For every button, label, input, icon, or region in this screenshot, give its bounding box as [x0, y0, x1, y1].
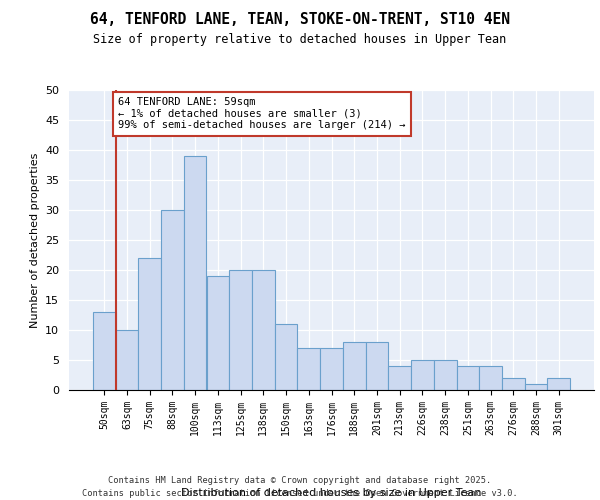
- Bar: [206, 276, 229, 390]
- Bar: [275, 324, 298, 390]
- Bar: [252, 270, 275, 390]
- Bar: [434, 360, 457, 390]
- Bar: [93, 312, 116, 390]
- Bar: [320, 348, 343, 390]
- X-axis label: Distribution of detached houses by size in Upper Tean: Distribution of detached houses by size …: [181, 488, 482, 498]
- Bar: [298, 348, 320, 390]
- Bar: [388, 366, 411, 390]
- Bar: [457, 366, 479, 390]
- Text: Size of property relative to detached houses in Upper Tean: Size of property relative to detached ho…: [94, 32, 506, 46]
- Bar: [547, 378, 570, 390]
- Bar: [343, 342, 365, 390]
- Bar: [229, 270, 252, 390]
- Bar: [479, 366, 502, 390]
- Text: Contains HM Land Registry data © Crown copyright and database right 2025.
Contai: Contains HM Land Registry data © Crown c…: [82, 476, 518, 498]
- Bar: [411, 360, 434, 390]
- Bar: [116, 330, 139, 390]
- Bar: [365, 342, 388, 390]
- Bar: [502, 378, 524, 390]
- Y-axis label: Number of detached properties: Number of detached properties: [29, 152, 40, 328]
- Bar: [184, 156, 206, 390]
- Text: 64, TENFORD LANE, TEAN, STOKE-ON-TRENT, ST10 4EN: 64, TENFORD LANE, TEAN, STOKE-ON-TRENT, …: [90, 12, 510, 28]
- Text: 64 TENFORD LANE: 59sqm
← 1% of detached houses are smaller (3)
99% of semi-detac: 64 TENFORD LANE: 59sqm ← 1% of detached …: [118, 97, 406, 130]
- Bar: [524, 384, 547, 390]
- Bar: [139, 258, 161, 390]
- Bar: [161, 210, 184, 390]
